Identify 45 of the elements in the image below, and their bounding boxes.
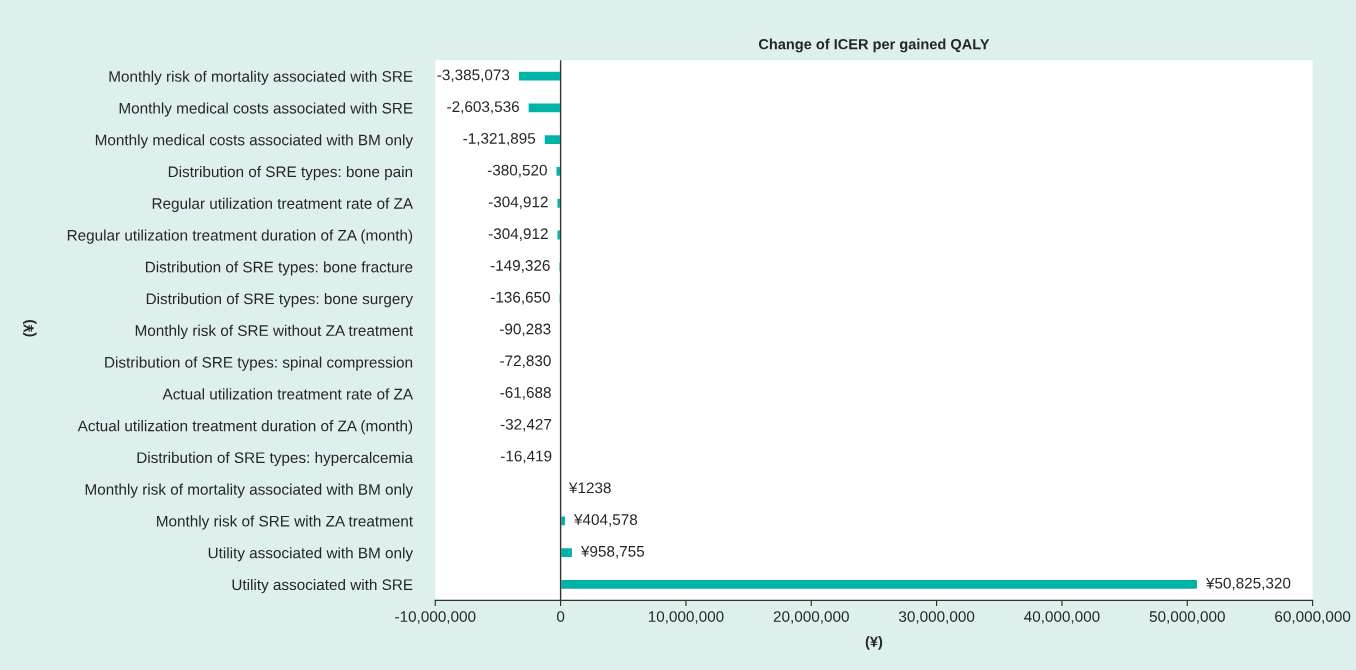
data-label: ¥958,755 — [580, 545, 645, 559]
y-tick-label: Distribution of SRE types: bone pain — [168, 165, 413, 181]
y-tick-label: Regular utilization treatment rate of ZA — [152, 197, 414, 212]
y-tick-label: Distribution of SRE types: spinal compression — [105, 356, 413, 371]
data-label: -72,830 — [500, 355, 551, 368]
data-label: -304,912 — [488, 228, 548, 241]
y-tick-label: Monthly risk of SRE with ZA treatment — [157, 515, 413, 530]
data-label: -61,688 — [500, 387, 551, 400]
data-label: ¥404,578 — [574, 514, 638, 527]
x-tick-label: 0 — [556, 611, 565, 622]
x-tick-label: 40,000,000 — [1024, 611, 1100, 624]
x-tick-label: -10,000,000 — [395, 611, 476, 624]
data-label: -149,326 — [490, 260, 550, 273]
data-label: -90,283 — [500, 323, 551, 337]
x-tick-label: 60,000,000 — [1275, 611, 1351, 624]
data-label: ¥50,825,320 — [1205, 577, 1291, 591]
data-label: -136,650 — [490, 291, 550, 305]
y-tick-label: Monthly risk of SRE without ZA treatment — [135, 324, 413, 340]
y-tick-label: Utility associated with SRE — [232, 578, 413, 594]
data-label: -3,385,073 — [437, 69, 510, 83]
y-tick-label: Monthly medical costs associated with BM only — [95, 134, 414, 149]
y-tick-label: Utility associated with BM only — [208, 547, 414, 562]
y-tick-label: Monthly risk of mortality associated with SRE — [109, 70, 413, 85]
data-label: -304,912 — [488, 196, 548, 210]
data-label: -1,321,895 — [463, 133, 536, 146]
x-tick-label: 10,000,000 — [648, 611, 724, 624]
y-tick-label: Distribution of SRE types: hypercalcemia — [137, 451, 414, 467]
y-axis-title: (¥) — [23, 320, 37, 337]
x-axis-title: (¥) — [865, 636, 883, 650]
y-tick-label: Distribution of SRE types: bone surgery — [146, 293, 414, 308]
y-tick-label: Monthly risk of mortality associated with BM only — [85, 483, 414, 498]
data-label: -16,419 — [500, 450, 552, 464]
y-tick-label: Regular utilization treatment duration of ZA (month) — [67, 229, 413, 244]
data-label: -380,520 — [487, 164, 547, 178]
x-tick-label: 30,000,000 — [898, 611, 975, 624]
x-tick-label: 50,000,000 — [1149, 611, 1225, 624]
y-tick-label: Distribution of SRE types: bone fracture — [145, 261, 413, 276]
data-label: -32,427 — [500, 418, 552, 432]
x-tick-label: 20,000,000 — [773, 611, 849, 624]
y-tick-label: Actual utilization treatment duration of ZA (month) — [77, 420, 413, 435]
chart-title: Change of ICER per gained QALY — [758, 38, 990, 53]
y-tick-label: Monthly medical costs associated with SRE — [119, 102, 413, 117]
y-tick-label: Actual utilization treatment rate of ZA — [162, 388, 414, 400]
data-label: -2,603,536 — [447, 101, 519, 114]
data-label: ¥1238 — [568, 482, 611, 494]
